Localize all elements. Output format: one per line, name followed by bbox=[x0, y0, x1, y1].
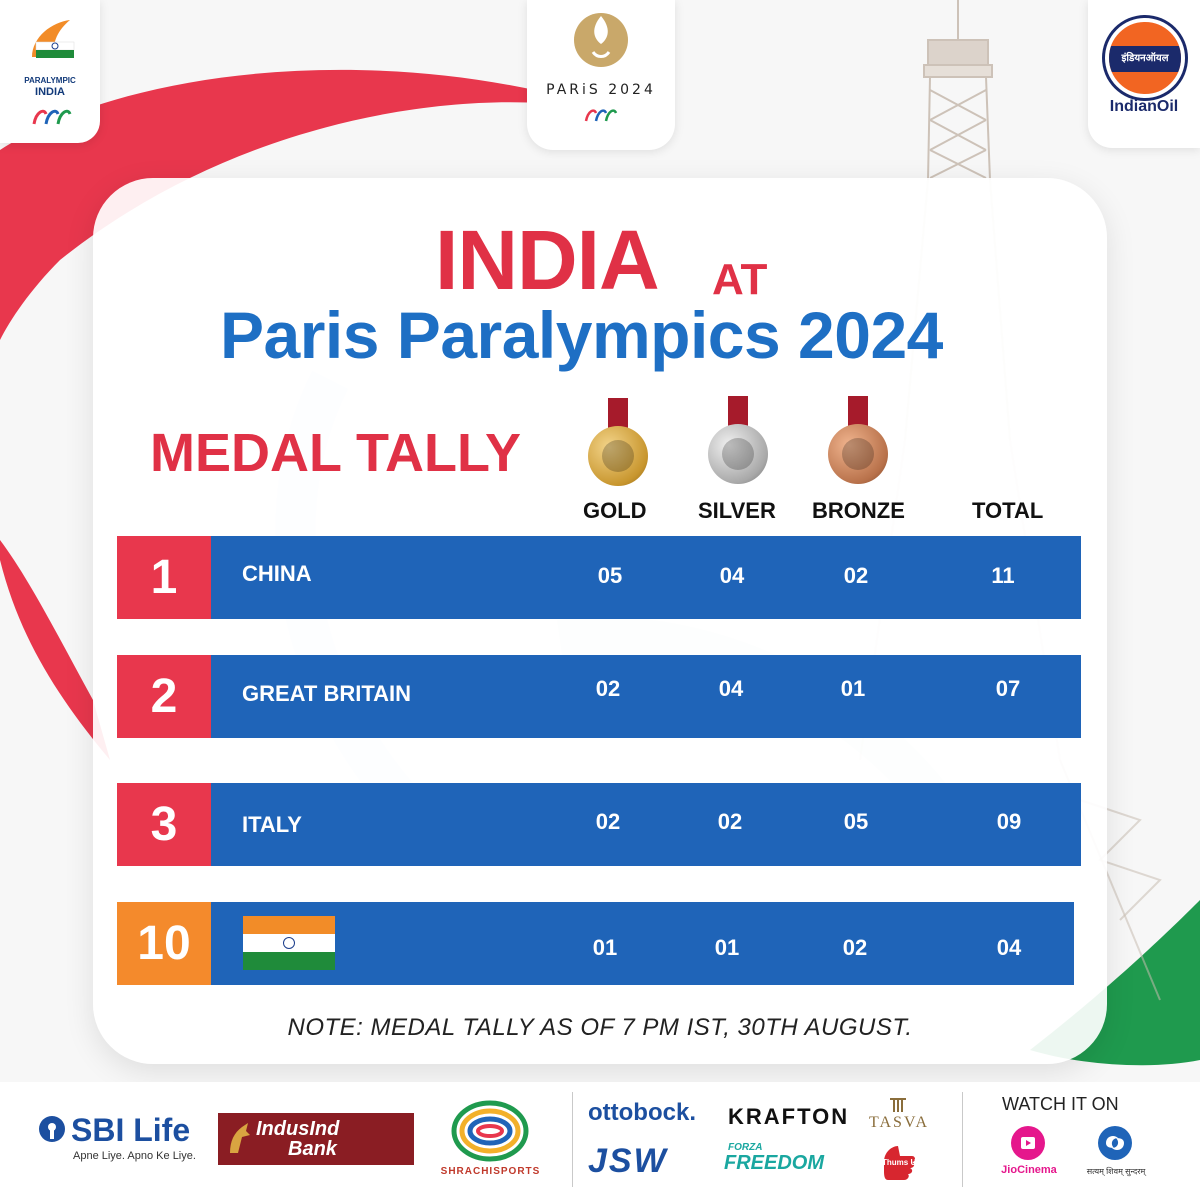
table-row-india: 10 01 01 02 04 bbox=[117, 902, 1074, 985]
sponsor-strip bbox=[0, 1082, 1200, 1200]
sponsor-divider bbox=[962, 1092, 963, 1187]
thums-up-icon bbox=[884, 1146, 915, 1180]
section-label: MEDAL TALLY bbox=[150, 423, 522, 483]
silver-medal-icon bbox=[708, 396, 768, 486]
sbi-logo-icon bbox=[39, 1116, 65, 1142]
paris-2024-label: PARiS 2024 bbox=[546, 82, 656, 98]
indusind-line2: Bank bbox=[288, 1138, 337, 1160]
title-subtitle: Paris Paralympics 2024 bbox=[220, 298, 943, 372]
bronze-count: 02 bbox=[843, 563, 869, 588]
bronze-count: 02 bbox=[842, 935, 868, 960]
bronze-medal-icon bbox=[828, 396, 888, 486]
forza-label: FORZA bbox=[728, 1142, 763, 1153]
thums-up-label: Thums Up bbox=[882, 1158, 922, 1167]
total-count: 11 bbox=[991, 563, 1015, 588]
table-row: 1 CHINA 05 04 02 11 bbox=[117, 536, 1081, 619]
total-count: 09 bbox=[996, 809, 1022, 834]
indusind-bank-logo: IndusInd Bank bbox=[218, 1113, 414, 1165]
paralympic-india-logo: PARALYMPIC INDIA bbox=[0, 0, 100, 143]
rank-badge: 2 bbox=[117, 655, 211, 738]
red-swoosh-left bbox=[0, 540, 110, 760]
column-silver: SILVER bbox=[698, 498, 776, 523]
total-count: 07 bbox=[995, 676, 1021, 701]
krafton-logo: KRAFTON bbox=[728, 1104, 850, 1129]
rank-badge: 3 bbox=[117, 783, 211, 866]
red-swoosh bbox=[0, 69, 640, 340]
bronze-count: 05 bbox=[843, 809, 869, 834]
indianoil-badge-text: इंडियनऑयल bbox=[1109, 46, 1181, 72]
jiocinema-icon bbox=[1011, 1126, 1045, 1160]
watch-label: WATCH IT ON bbox=[1002, 1094, 1119, 1114]
title-at: AT bbox=[712, 255, 768, 304]
column-bronze: BRONZE bbox=[812, 498, 905, 523]
shrachi-label: SHRACHISPORTS bbox=[440, 1166, 541, 1177]
doordarshan-tagline: सत्यम् शिवम् सुन्दरम् bbox=[1086, 1167, 1146, 1176]
sbi-life-label: SBI Life bbox=[71, 1112, 191, 1148]
ottobock-logo: ottobock. bbox=[588, 1099, 696, 1126]
paris-2024-logo: PARiS 2024 bbox=[527, 0, 675, 150]
gold-count: 05 bbox=[597, 563, 623, 588]
silver-count: 04 bbox=[718, 676, 744, 701]
silver-count: 04 bbox=[719, 563, 745, 588]
paralympic-label: PARALYMPIC bbox=[24, 76, 76, 85]
table-row: 2 GREAT BRITAIN 02 04 01 07 bbox=[117, 655, 1081, 738]
gold-count: 02 bbox=[595, 809, 621, 834]
country-name: ITALY bbox=[242, 812, 302, 837]
gold-count: 02 bbox=[595, 676, 621, 701]
total-count: 04 bbox=[996, 935, 1022, 960]
jsw-logo: JSW bbox=[588, 1142, 668, 1180]
column-total: TOTAL bbox=[972, 498, 1044, 523]
freedom-label: FREEDOM bbox=[724, 1152, 824, 1174]
tally-note: NOTE: MEDAL TALLY AS OF 7 PM IST, 30TH A… bbox=[287, 1014, 913, 1041]
stadium-icon bbox=[451, 1100, 529, 1162]
flag-flame-icon bbox=[32, 20, 75, 58]
horse-icon bbox=[230, 1123, 250, 1153]
gold-medal-icon bbox=[588, 398, 648, 488]
indusind-line1: IndusInd bbox=[256, 1118, 340, 1140]
tasva-emblem-icon bbox=[890, 1098, 906, 1112]
rank-badge: 10 bbox=[117, 902, 211, 985]
bronze-count: 01 bbox=[840, 676, 866, 701]
sponsor-divider bbox=[572, 1092, 573, 1187]
india-label: INDIA bbox=[35, 86, 65, 98]
rank-badge: 1 bbox=[117, 536, 211, 619]
indianoil-emblem-icon: इंडियनऑयल bbox=[1105, 18, 1185, 98]
thums-up-logo: Thums Up bbox=[876, 1140, 922, 1186]
doordarshan-icon bbox=[1098, 1126, 1132, 1160]
title-india: INDIA bbox=[435, 213, 660, 307]
sbi-life-tagline: Apne Liye. Apno Ke Liye. bbox=[73, 1150, 196, 1162]
country-name: CHINA bbox=[242, 561, 312, 586]
paris-flame-icon bbox=[574, 13, 628, 67]
jiocinema-label: JioCinema bbox=[1001, 1164, 1057, 1176]
gold-count: 01 bbox=[592, 935, 618, 960]
column-gold: GOLD bbox=[583, 498, 647, 523]
indianoil-logo: इंडियनऑयल IndianOil bbox=[1088, 0, 1200, 148]
silver-count: 01 bbox=[714, 935, 740, 960]
india-flag-icon bbox=[243, 916, 335, 970]
agitos-icon bbox=[584, 109, 618, 122]
agitos-icon bbox=[32, 109, 72, 125]
country-name: GREAT BRITAIN bbox=[242, 681, 412, 706]
silver-count: 02 bbox=[717, 809, 743, 834]
table-row: 3 ITALY 02 02 05 09 bbox=[117, 783, 1081, 866]
tasva-label: TASVA bbox=[869, 1114, 929, 1131]
indianoil-label: IndianOil bbox=[1109, 98, 1179, 115]
